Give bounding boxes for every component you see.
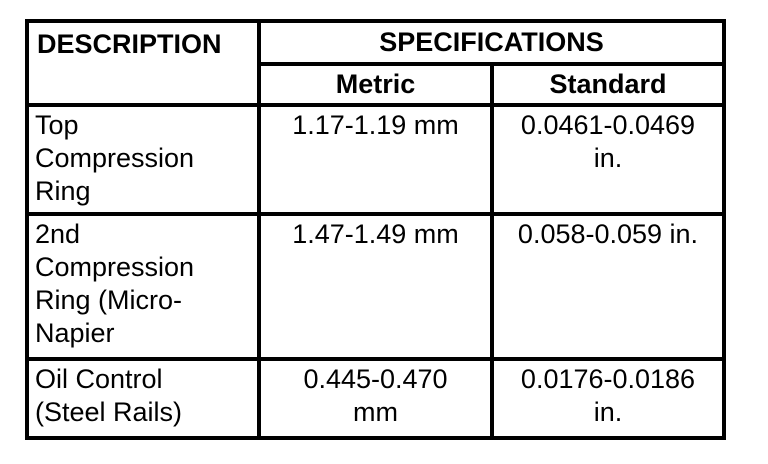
header-row-main: DESCRIPTION SPECIFICATIONS xyxy=(25,19,726,107)
cell-description: Top Compression Ring xyxy=(25,103,261,216)
column-header-specifications: SPECIFICATIONS xyxy=(257,19,726,66)
table-row-2nd-compression-ring: 2nd Compression Ring (Micro- Napier 1.47… xyxy=(25,212,726,361)
column-header-standard: Standard xyxy=(490,62,726,107)
cell-description: 2nd Compression Ring (Micro- Napier xyxy=(25,212,261,361)
piston-ring-specifications-table: DESCRIPTION SPECIFICATIONS Metric Standa… xyxy=(25,19,726,440)
cell-metric-value: 1.47-1.49 mm xyxy=(257,212,494,361)
table-row-oil-control: Oil Control (Steel Rails) 0.445-0.470 mm… xyxy=(25,357,726,440)
cell-standard-value: 0.058-0.059 in. xyxy=(490,212,726,361)
column-header-description: DESCRIPTION xyxy=(25,19,261,107)
cell-metric-value: 0.445-0.470 mm xyxy=(257,357,494,440)
header-row-units: Metric Standard xyxy=(27,62,726,107)
cell-metric-value: 1.17-1.19 mm xyxy=(257,103,494,216)
table-row-top-compression-ring: Top Compression Ring 1.17-1.19 mm 0.0461… xyxy=(25,103,726,216)
cell-standard-value: 0.0461-0.0469 in. xyxy=(490,103,726,216)
column-header-metric: Metric xyxy=(257,62,494,107)
cell-standard-value: 0.0176-0.0186 in. xyxy=(490,357,726,440)
cell-description: Oil Control (Steel Rails) xyxy=(25,357,261,440)
